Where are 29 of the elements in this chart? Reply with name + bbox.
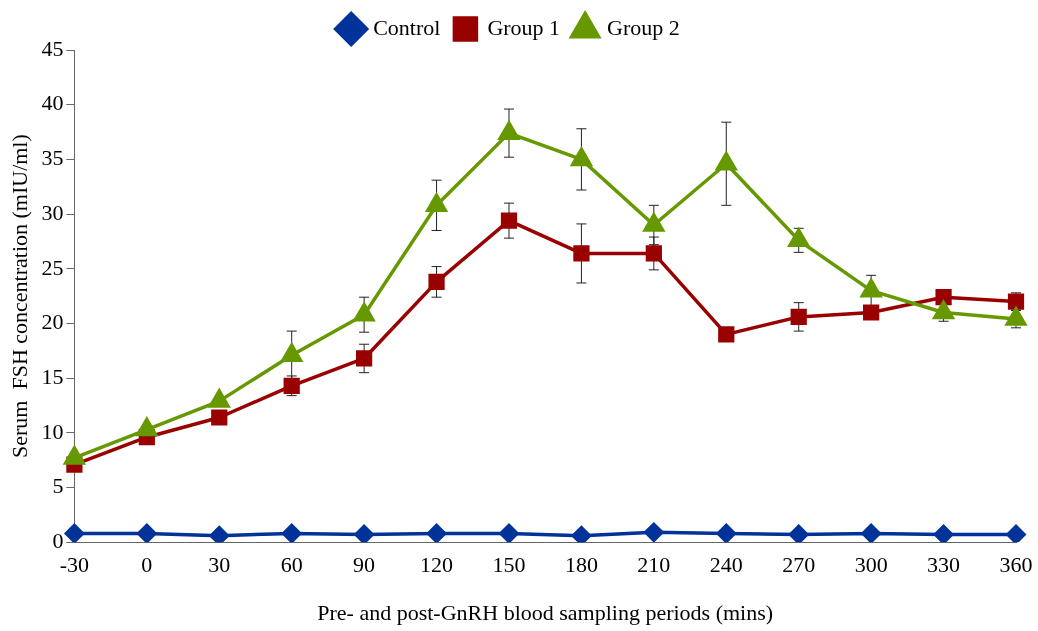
y-tick-label: 40: [41, 90, 64, 116]
legend-label: Group 1: [487, 14, 561, 40]
x-tick-label: 0: [141, 552, 153, 578]
x-tick-label: -30: [59, 552, 90, 578]
x-tick-label: 210: [637, 552, 671, 578]
legend-label: Control: [373, 14, 441, 40]
y-tick-label: 15: [41, 363, 64, 389]
y-tick-label: 5: [52, 473, 64, 499]
x-tick-label: 330: [927, 552, 961, 578]
x-tick-label: 300: [854, 552, 888, 578]
y-tick-label: 0: [52, 527, 64, 553]
y-tick-label: 35: [41, 145, 64, 171]
x-tick-label: 270: [782, 552, 816, 578]
y-tick-label: 20: [41, 309, 64, 335]
x-tick-label: 30: [208, 552, 231, 578]
x-axis-title: Pre- and post-GnRH blood sampling periods (mins): [317, 599, 774, 625]
x-tick-label: 60: [280, 552, 303, 578]
x-tick-label: 240: [709, 552, 743, 578]
x-tick-label: 150: [492, 552, 526, 578]
x-tick-label: 180: [564, 552, 598, 578]
y-axis-title: Serum FSH concentration (mIU/ml): [6, 134, 32, 459]
y-tick-label: 25: [41, 254, 64, 280]
y-tick-label: 30: [41, 199, 64, 225]
x-tick-label: 90: [353, 552, 376, 578]
y-tick-label: 10: [41, 418, 64, 444]
y-tick-label: 45: [41, 35, 64, 61]
x-tick-label: 360: [999, 552, 1033, 578]
x-tick-label: 120: [420, 552, 454, 578]
legend-label: Group 2: [607, 14, 680, 40]
